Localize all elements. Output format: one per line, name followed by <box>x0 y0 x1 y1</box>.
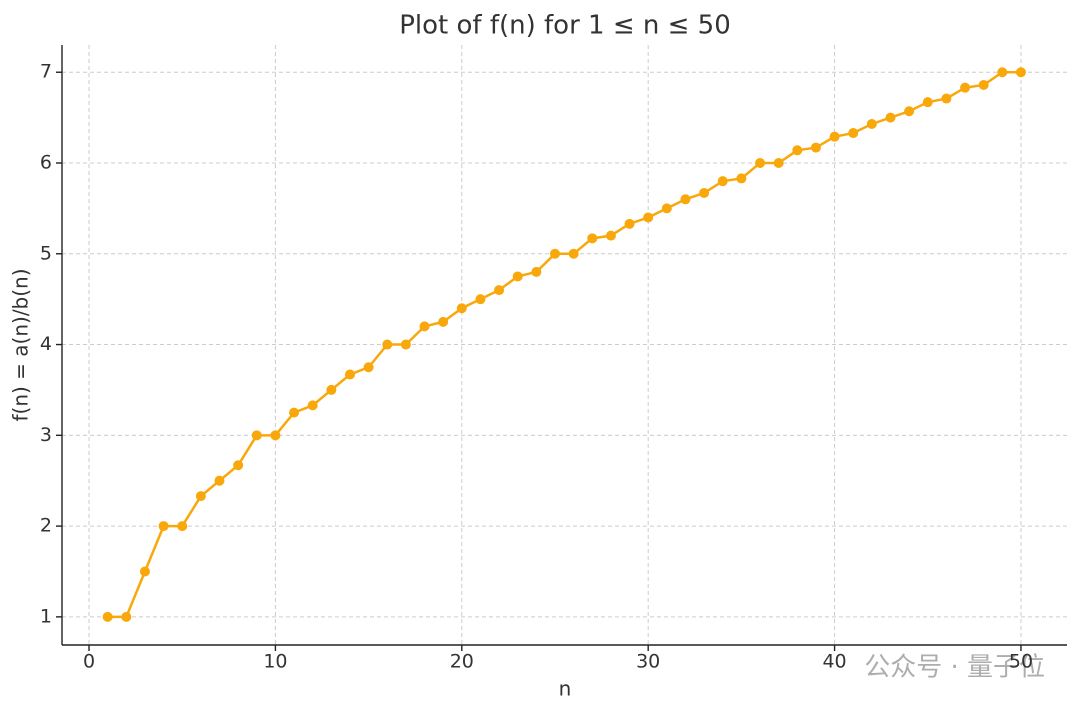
point <box>363 362 374 373</box>
y-tick-label: 6 <box>40 152 52 174</box>
y-tick-label: 2 <box>40 515 52 537</box>
point <box>307 400 318 411</box>
point <box>848 128 859 139</box>
point <box>382 339 393 350</box>
chart-title: Plot of f(n) for 1 ≤ n ≤ 50 <box>399 11 731 41</box>
point <box>941 93 952 104</box>
watermark: 公众号 · 量子位 <box>864 653 1045 683</box>
point <box>195 491 206 502</box>
point <box>717 176 728 187</box>
point <box>326 384 337 395</box>
x-tick-label: 0 <box>83 651 95 673</box>
x-tick-label: 40 <box>822 651 846 673</box>
point <box>512 271 523 282</box>
point <box>568 248 579 259</box>
point <box>1015 67 1026 78</box>
point <box>139 566 150 577</box>
y-tick-label: 3 <box>40 424 52 446</box>
point <box>475 294 486 305</box>
point <box>661 203 672 214</box>
point <box>773 158 784 169</box>
point <box>792 145 803 156</box>
plot-area <box>102 67 1026 622</box>
point <box>643 212 654 223</box>
point <box>214 475 225 486</box>
point <box>400 339 411 350</box>
point <box>438 316 449 327</box>
x-tick-label: 10 <box>263 651 287 673</box>
grid <box>62 45 1067 645</box>
point <box>605 230 616 241</box>
point <box>494 285 505 296</box>
x-tick-label: 20 <box>450 651 474 673</box>
point <box>177 521 188 532</box>
point <box>997 67 1008 78</box>
point <box>344 369 355 380</box>
point <box>736 173 747 184</box>
y-tick-label: 5 <box>40 242 52 264</box>
point <box>102 611 113 622</box>
point <box>755 158 766 169</box>
point <box>270 430 281 441</box>
point <box>587 233 598 244</box>
point <box>251 430 262 441</box>
point <box>289 407 300 418</box>
point <box>233 460 244 471</box>
point <box>549 248 560 259</box>
point <box>960 82 971 93</box>
point <box>885 112 896 123</box>
point <box>699 187 710 198</box>
point <box>624 218 635 229</box>
point <box>419 321 430 332</box>
y-axis-label: f(n) = a(n)/b(n) <box>9 268 33 421</box>
point <box>810 142 821 153</box>
point <box>121 611 132 622</box>
point <box>866 118 877 129</box>
y-tick-label: 4 <box>40 333 52 355</box>
point <box>158 521 169 532</box>
x-tick-label: 30 <box>636 651 660 673</box>
x-tick-label: 50 <box>1009 651 1033 673</box>
point <box>904 106 915 117</box>
y-tick-label: 7 <box>40 61 52 83</box>
point <box>456 303 467 314</box>
point <box>978 79 989 90</box>
y-tick-label: 1 <box>40 605 52 627</box>
point <box>531 266 542 277</box>
point <box>922 97 933 108</box>
point <box>680 194 691 205</box>
point <box>829 131 840 142</box>
x-axis-label: n <box>559 677 572 701</box>
